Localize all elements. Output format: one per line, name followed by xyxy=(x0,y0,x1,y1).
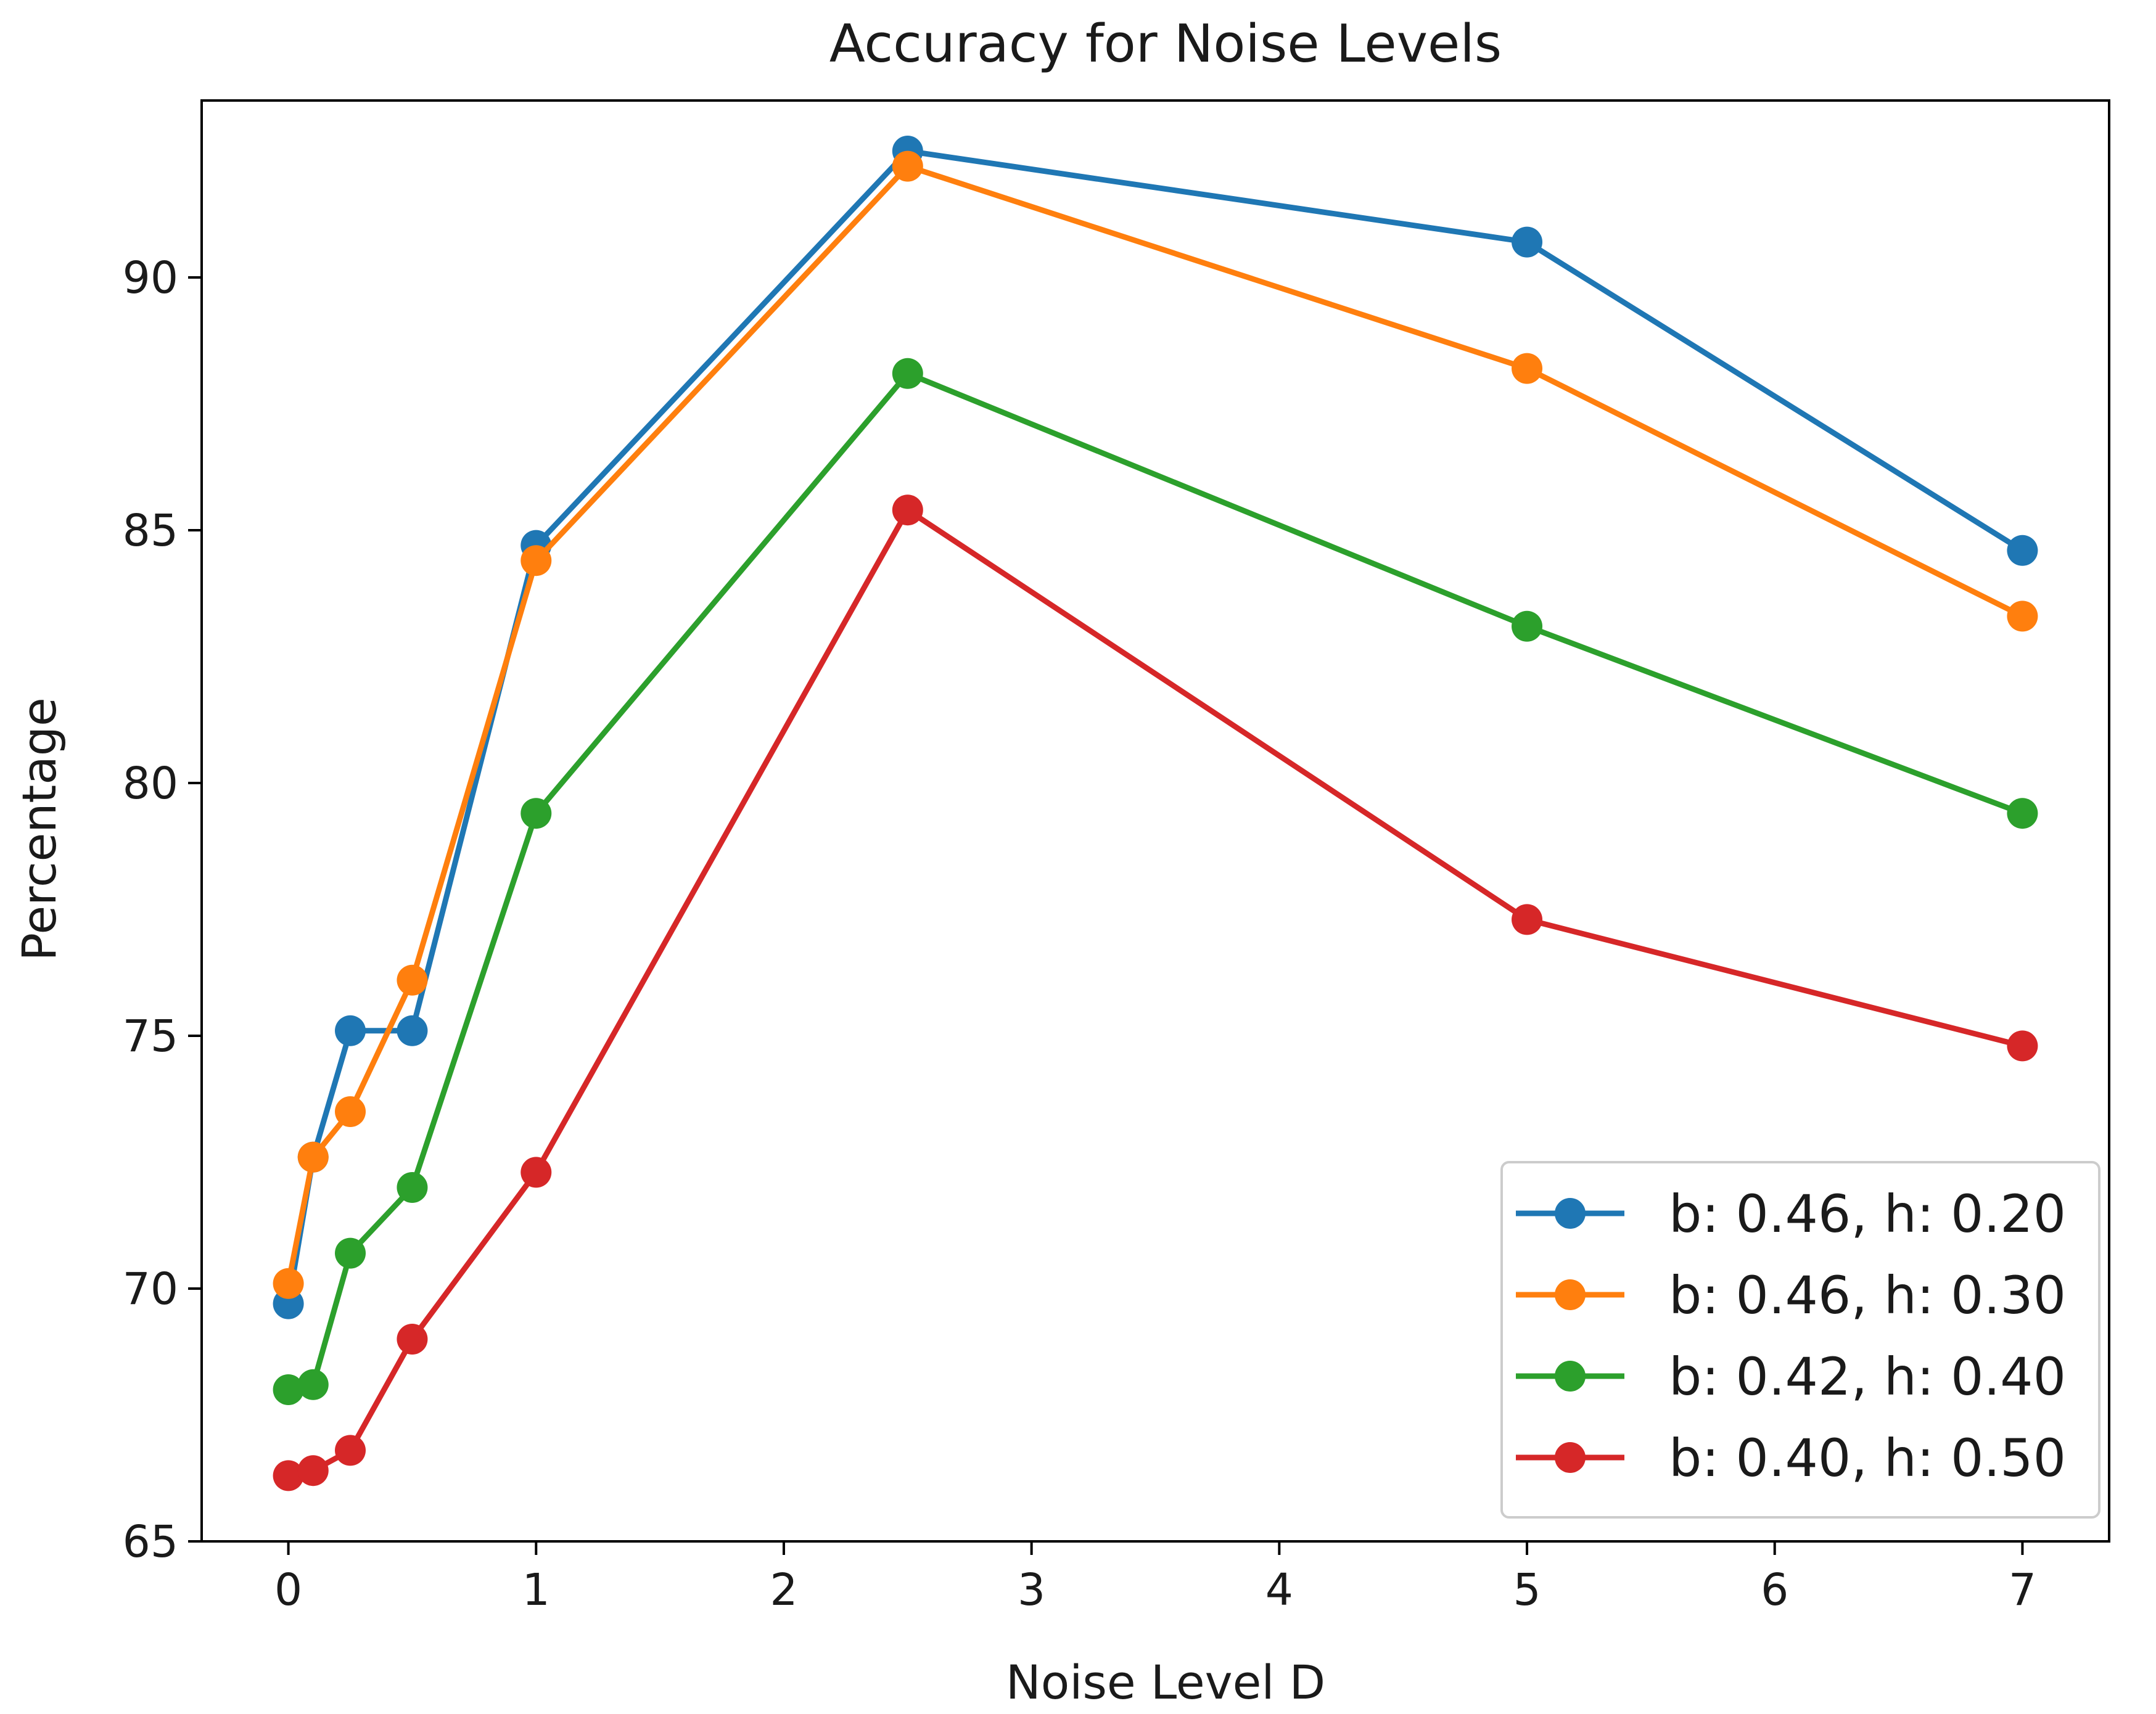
legend-item: b: 0.42, h: 0.40 xyxy=(1516,1347,2066,1407)
y-tick-label: 65 xyxy=(123,1516,178,1567)
data-point xyxy=(1512,353,1543,384)
data-point xyxy=(273,1268,304,1299)
data-point xyxy=(273,1460,304,1491)
legend-label: b: 0.46, h: 0.20 xyxy=(1669,1184,2066,1244)
series-group xyxy=(273,494,2038,1491)
chart-title: Accuracy for Noise Levels xyxy=(829,14,1502,75)
data-point xyxy=(892,494,923,526)
legend-label: b: 0.46, h: 0.30 xyxy=(1669,1265,2066,1326)
data-point xyxy=(335,1015,366,1046)
series-group xyxy=(273,150,2038,1299)
x-tick-label: 0 xyxy=(274,1564,302,1615)
legend-box xyxy=(1500,1161,2100,1519)
legend-marker xyxy=(1555,1442,1586,1473)
data-point xyxy=(397,1172,428,1203)
x-tick-label: 6 xyxy=(1761,1564,1788,1615)
legend-item: b: 0.40, h: 0.50 xyxy=(1516,1428,2066,1488)
data-point xyxy=(1512,610,1543,642)
data-point xyxy=(397,964,428,996)
data-point xyxy=(335,1096,366,1127)
x-tick-label: 7 xyxy=(2009,1564,2036,1615)
data-point xyxy=(2007,1030,2038,1062)
y-tick-label: 85 xyxy=(123,505,178,556)
data-point xyxy=(397,1324,428,1355)
data-point xyxy=(1512,226,1543,258)
data-point xyxy=(892,150,923,182)
legend-label: b: 0.42, h: 0.40 xyxy=(1669,1347,2066,1407)
series-line xyxy=(286,371,2025,1393)
data-point xyxy=(297,1455,329,1486)
data-point xyxy=(520,1157,552,1188)
x-tick-label: 3 xyxy=(1018,1564,1045,1615)
data-point xyxy=(520,545,552,576)
y-axis-title: Percentage xyxy=(12,697,67,961)
legend: b: 0.46, h: 0.20 b: 0.46, h: 0.30 b: 0.42,… xyxy=(1500,1161,2100,1519)
x-tick-label: 2 xyxy=(770,1564,797,1615)
x-tick-label: 1 xyxy=(522,1564,550,1615)
y-tick-label: 90 xyxy=(123,252,178,303)
legend-marker xyxy=(1555,1361,1586,1392)
legend-item: b: 0.46, h: 0.30 xyxy=(1516,1265,2066,1326)
legend-marker xyxy=(1555,1198,1586,1229)
legend-marker xyxy=(1555,1279,1586,1310)
x-tick-label: 5 xyxy=(1513,1564,1541,1615)
data-point xyxy=(335,1237,366,1269)
y-tick-label: 80 xyxy=(123,758,178,809)
plot-frame xyxy=(200,99,2110,1543)
series-group xyxy=(273,358,2038,1405)
data-point xyxy=(397,1015,428,1046)
series-line xyxy=(286,148,2025,1307)
x-tick-label: 4 xyxy=(1265,1564,1293,1615)
data-point xyxy=(335,1435,366,1466)
x-axis-title: Noise Level D xyxy=(1006,1655,1325,1710)
y-tick-label: 75 xyxy=(123,1011,178,1062)
data-point xyxy=(297,1141,329,1173)
data-point xyxy=(2007,535,2038,566)
y-tick-label: 70 xyxy=(123,1263,178,1314)
legend-item: b: 0.46, h: 0.20 xyxy=(1516,1184,2066,1244)
data-point xyxy=(520,798,552,829)
data-series xyxy=(273,136,2038,1491)
axis-ticks: 0 1 2 3 4 5 6 7 65 70 75 80 85 90 xyxy=(123,252,2036,1615)
data-point xyxy=(297,1369,329,1400)
legend-label: b: 0.40, h: 0.50 xyxy=(1669,1428,2066,1488)
data-point xyxy=(1512,904,1543,935)
data-point xyxy=(2007,601,2038,632)
data-point xyxy=(273,1374,304,1405)
data-point xyxy=(892,358,923,389)
data-point xyxy=(2007,798,2038,829)
